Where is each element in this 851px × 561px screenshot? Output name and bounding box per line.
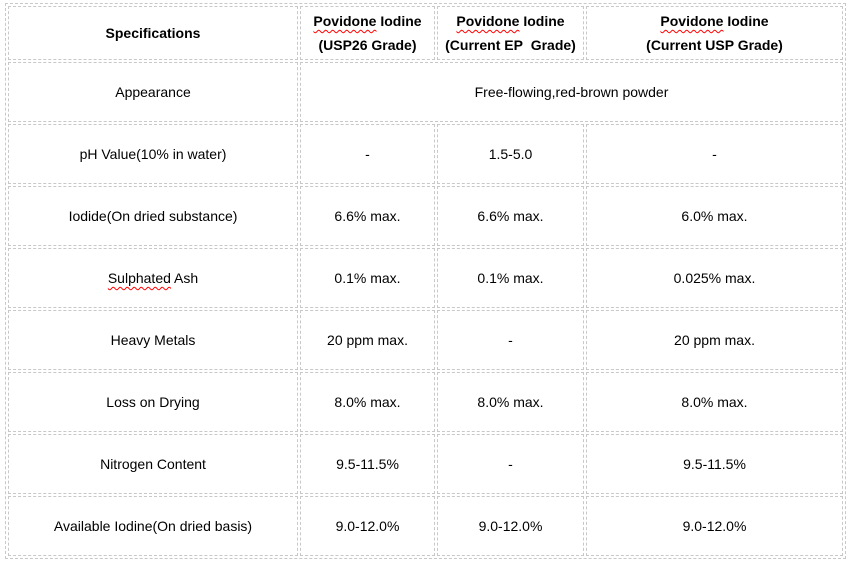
value-cell-ep: 6.6% max.: [437, 186, 584, 246]
spec-cell: Available Iodine(On dried basis): [8, 496, 298, 556]
value-cell-usp: -: [586, 124, 843, 184]
value-cell-usp: 9.0-12.0%: [586, 496, 843, 556]
spec-cell: Heavy Metals: [8, 310, 298, 370]
value-cell-usp: 0.025% max.: [586, 248, 843, 308]
header-povidone-ep: Povidone Iodine (Current EP Grade): [437, 6, 584, 60]
spec-cell: Loss on Drying: [8, 372, 298, 432]
spec-cell: Iodide(On dried substance): [8, 186, 298, 246]
spec-cell: Nitrogen Content: [8, 434, 298, 494]
product-name: Povidone Iodine: [591, 9, 838, 33]
header-povidone-usp: Povidone Iodine (Current USP Grade): [586, 6, 843, 60]
product-name-rest: Iodine: [519, 13, 565, 29]
product-name: Povidone Iodine: [442, 9, 579, 33]
value-cell-usp26: -: [300, 124, 435, 184]
misspelled-word: Sulphated: [107, 270, 171, 286]
table-row-appearance: Appearance Free-flowing,red-brown powder: [8, 62, 843, 122]
value-cell-usp26: 8.0% max.: [300, 372, 435, 432]
header-row: Specifications Povidone Iodine (USP26 Gr…: [8, 6, 843, 60]
spec-cell: Appearance: [8, 62, 298, 122]
value-cell-usp: 8.0% max.: [586, 372, 843, 432]
misspelled-word: Povidone: [660, 13, 724, 29]
specifications-label: Specifications: [105, 25, 201, 41]
product-name: Povidone Iodine: [305, 9, 430, 33]
value-cell-ep: -: [437, 310, 584, 370]
value-cell-usp26: 9.0-12.0%: [300, 496, 435, 556]
specifications-table: Specifications Povidone Iodine (USP26 Gr…: [5, 3, 846, 559]
table-row-heavy-metals: Heavy Metals 20 ppm max. - 20 ppm max.: [8, 310, 843, 370]
table-row-nitrogen-content: Nitrogen Content 9.5-11.5% - 9.5-11.5%: [8, 434, 843, 494]
table-row-ph-value: pH Value(10% in water) - 1.5-5.0 -: [8, 124, 843, 184]
value-cell-usp: 20 ppm max.: [586, 310, 843, 370]
value-cell-usp26: 9.5-11.5%: [300, 434, 435, 494]
table-row-sulphated-ash: Sulphated Ash 0.1% max. 0.1% max. 0.025%…: [8, 248, 843, 308]
value-cell-usp26: 6.6% max.: [300, 186, 435, 246]
header-povidone-usp26: Povidone Iodine (USP26 Grade): [300, 6, 435, 60]
product-grade: (Current USP Grade): [646, 37, 783, 53]
product-name-rest: Iodine: [723, 13, 769, 29]
misspelled-word: Povidone: [313, 13, 377, 29]
table-row-loss-on-drying: Loss on Drying 8.0% max. 8.0% max. 8.0% …: [8, 372, 843, 432]
value-cell-usp: 6.0% max.: [586, 186, 843, 246]
product-grade: (Current EP Grade): [445, 37, 576, 53]
table-row-available-iodine: Available Iodine(On dried basis) 9.0-12.…: [8, 496, 843, 556]
value-cell-usp26: 0.1% max.: [300, 248, 435, 308]
value-cell-ep: 8.0% max.: [437, 372, 584, 432]
value-cell-usp26: 20 ppm max.: [300, 310, 435, 370]
header-specifications: Specifications: [8, 6, 298, 60]
value-cell-merged: Free-flowing,red-brown powder: [300, 62, 843, 122]
value-cell-ep: -: [437, 434, 584, 494]
product-name-rest: Iodine: [376, 13, 422, 29]
table-row-iodide: Iodide(On dried substance) 6.6% max. 6.6…: [8, 186, 843, 246]
misspelled-word: Povidone: [456, 13, 520, 29]
product-grade: (USP26 Grade): [318, 37, 417, 53]
spec-cell: pH Value(10% in water): [8, 124, 298, 184]
spec-label-rest: Ash: [170, 270, 199, 286]
value-cell-ep: 0.1% max.: [437, 248, 584, 308]
value-cell-ep: 1.5-5.0: [437, 124, 584, 184]
spec-cell: Sulphated Ash: [8, 248, 298, 308]
value-cell-ep: 9.0-12.0%: [437, 496, 584, 556]
value-cell-usp: 9.5-11.5%: [586, 434, 843, 494]
